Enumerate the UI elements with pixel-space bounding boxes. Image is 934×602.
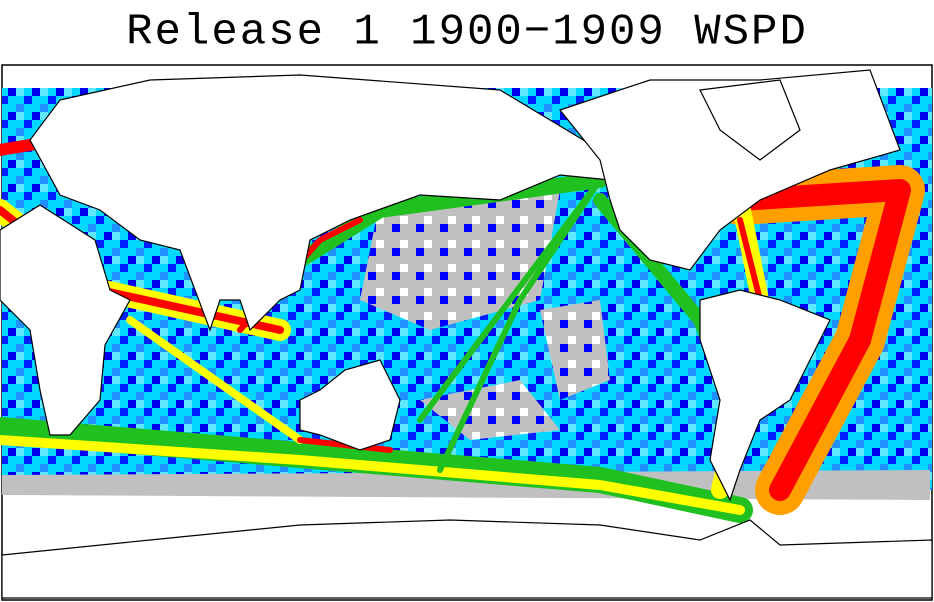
map-title: Release 1 1900−1909 WSPD [126,8,808,58]
map-area [0,64,933,601]
